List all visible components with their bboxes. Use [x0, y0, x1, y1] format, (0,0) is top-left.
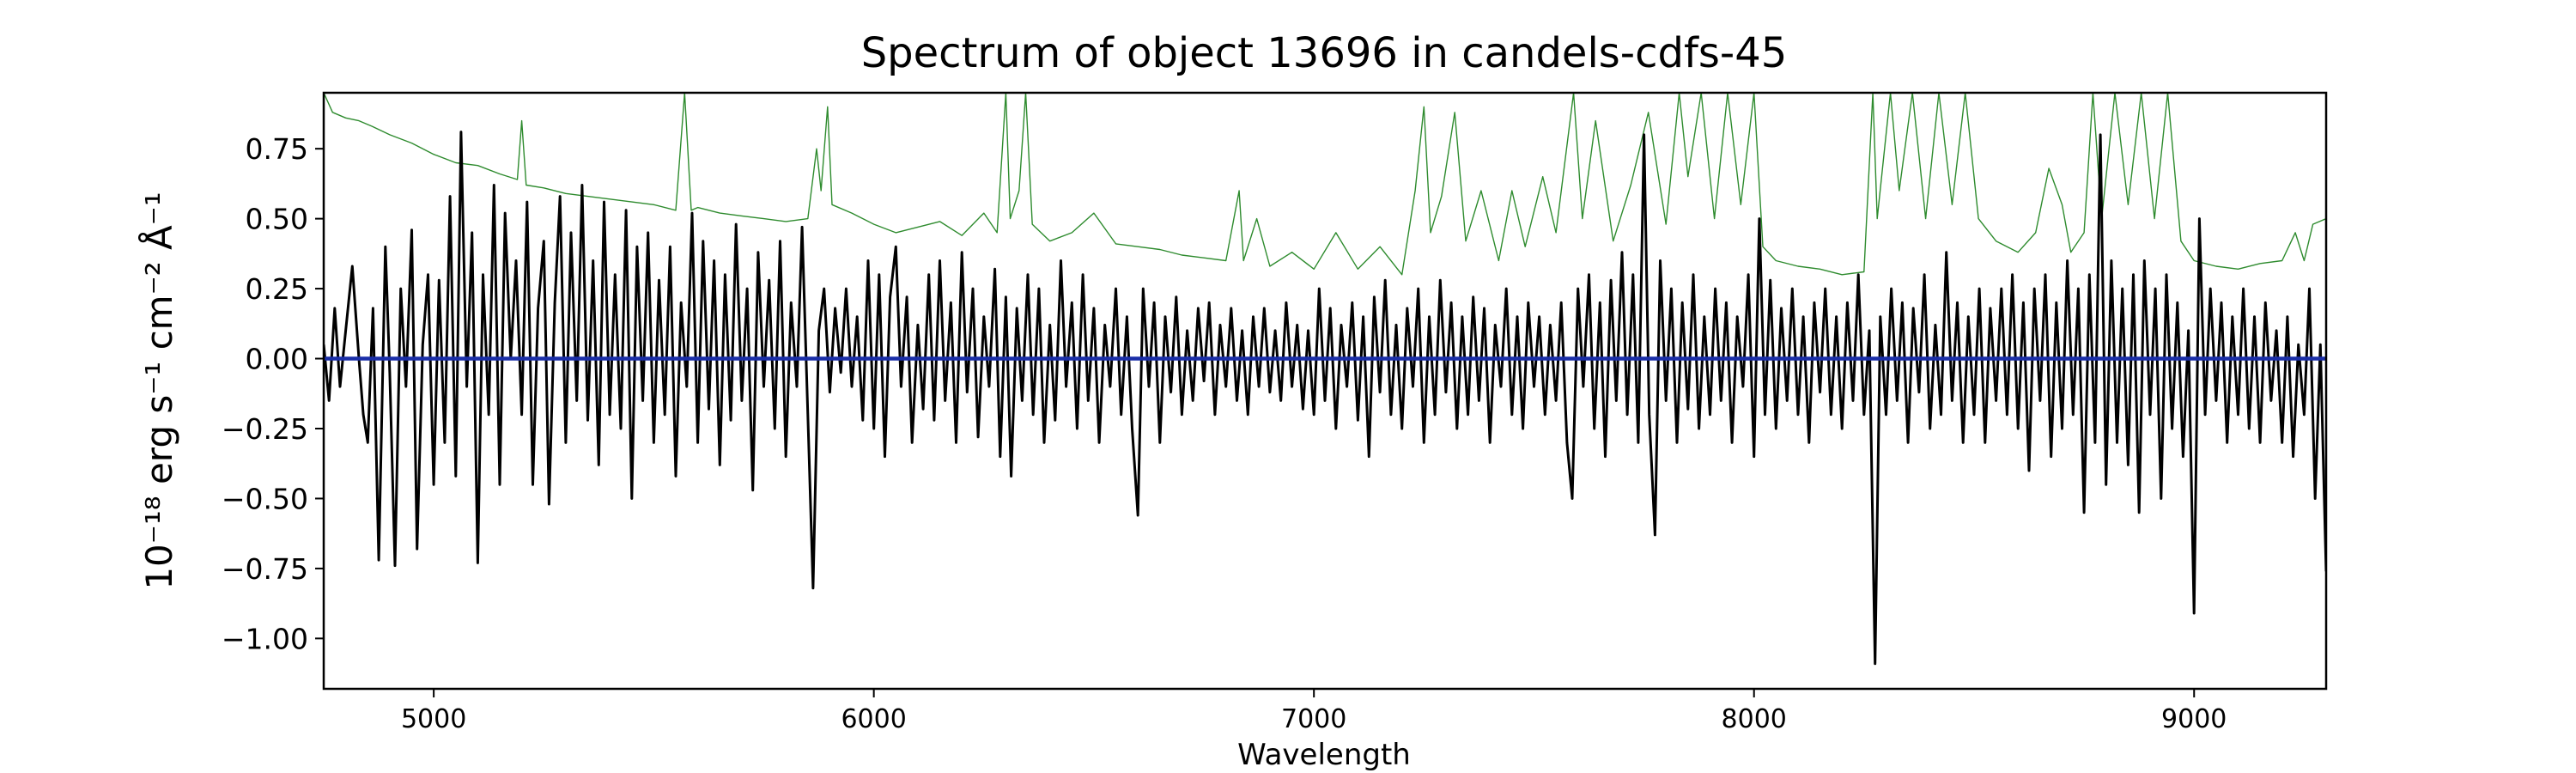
x-axis-label: Wavelength [1237, 738, 1411, 772]
series-layer [324, 93, 2326, 666]
noise-series-line [324, 93, 2326, 276]
x-axis: 5000 6000 7000 8000 9000 [401, 689, 2227, 734]
chart-title: Spectrum of object 13696 in candels-cdfs… [861, 29, 1788, 77]
y-axis-label: 10⁻¹⁸ erg s⁻¹ cm⁻² Å⁻¹ [137, 192, 180, 589]
x-tick-label: 8000 [1722, 704, 1787, 734]
y-tick-label: 0.25 [246, 272, 308, 306]
plot-frame [322, 91, 2328, 691]
x-tick-label: 6000 [841, 704, 906, 734]
y-axis: 0.75 0.50 0.25 0.00 −0.25 −0.50 −0.75 −1.00 [222, 132, 324, 655]
flux-series-line [324, 131, 2326, 666]
y-tick-label: −1.00 [222, 622, 308, 655]
x-tick-label: 7000 [1281, 704, 1346, 734]
y-tick-label: 0.50 [246, 203, 308, 236]
x-tick-label: 9000 [2161, 704, 2227, 734]
y-tick-label: 0.75 [246, 132, 308, 166]
y-tick-label: −0.50 [222, 482, 308, 515]
y-tick-label: −0.75 [222, 552, 308, 586]
x-tick-label: 5000 [401, 704, 466, 734]
y-tick-label: −0.25 [222, 412, 308, 446]
y-tick-label: 0.00 [246, 343, 308, 376]
